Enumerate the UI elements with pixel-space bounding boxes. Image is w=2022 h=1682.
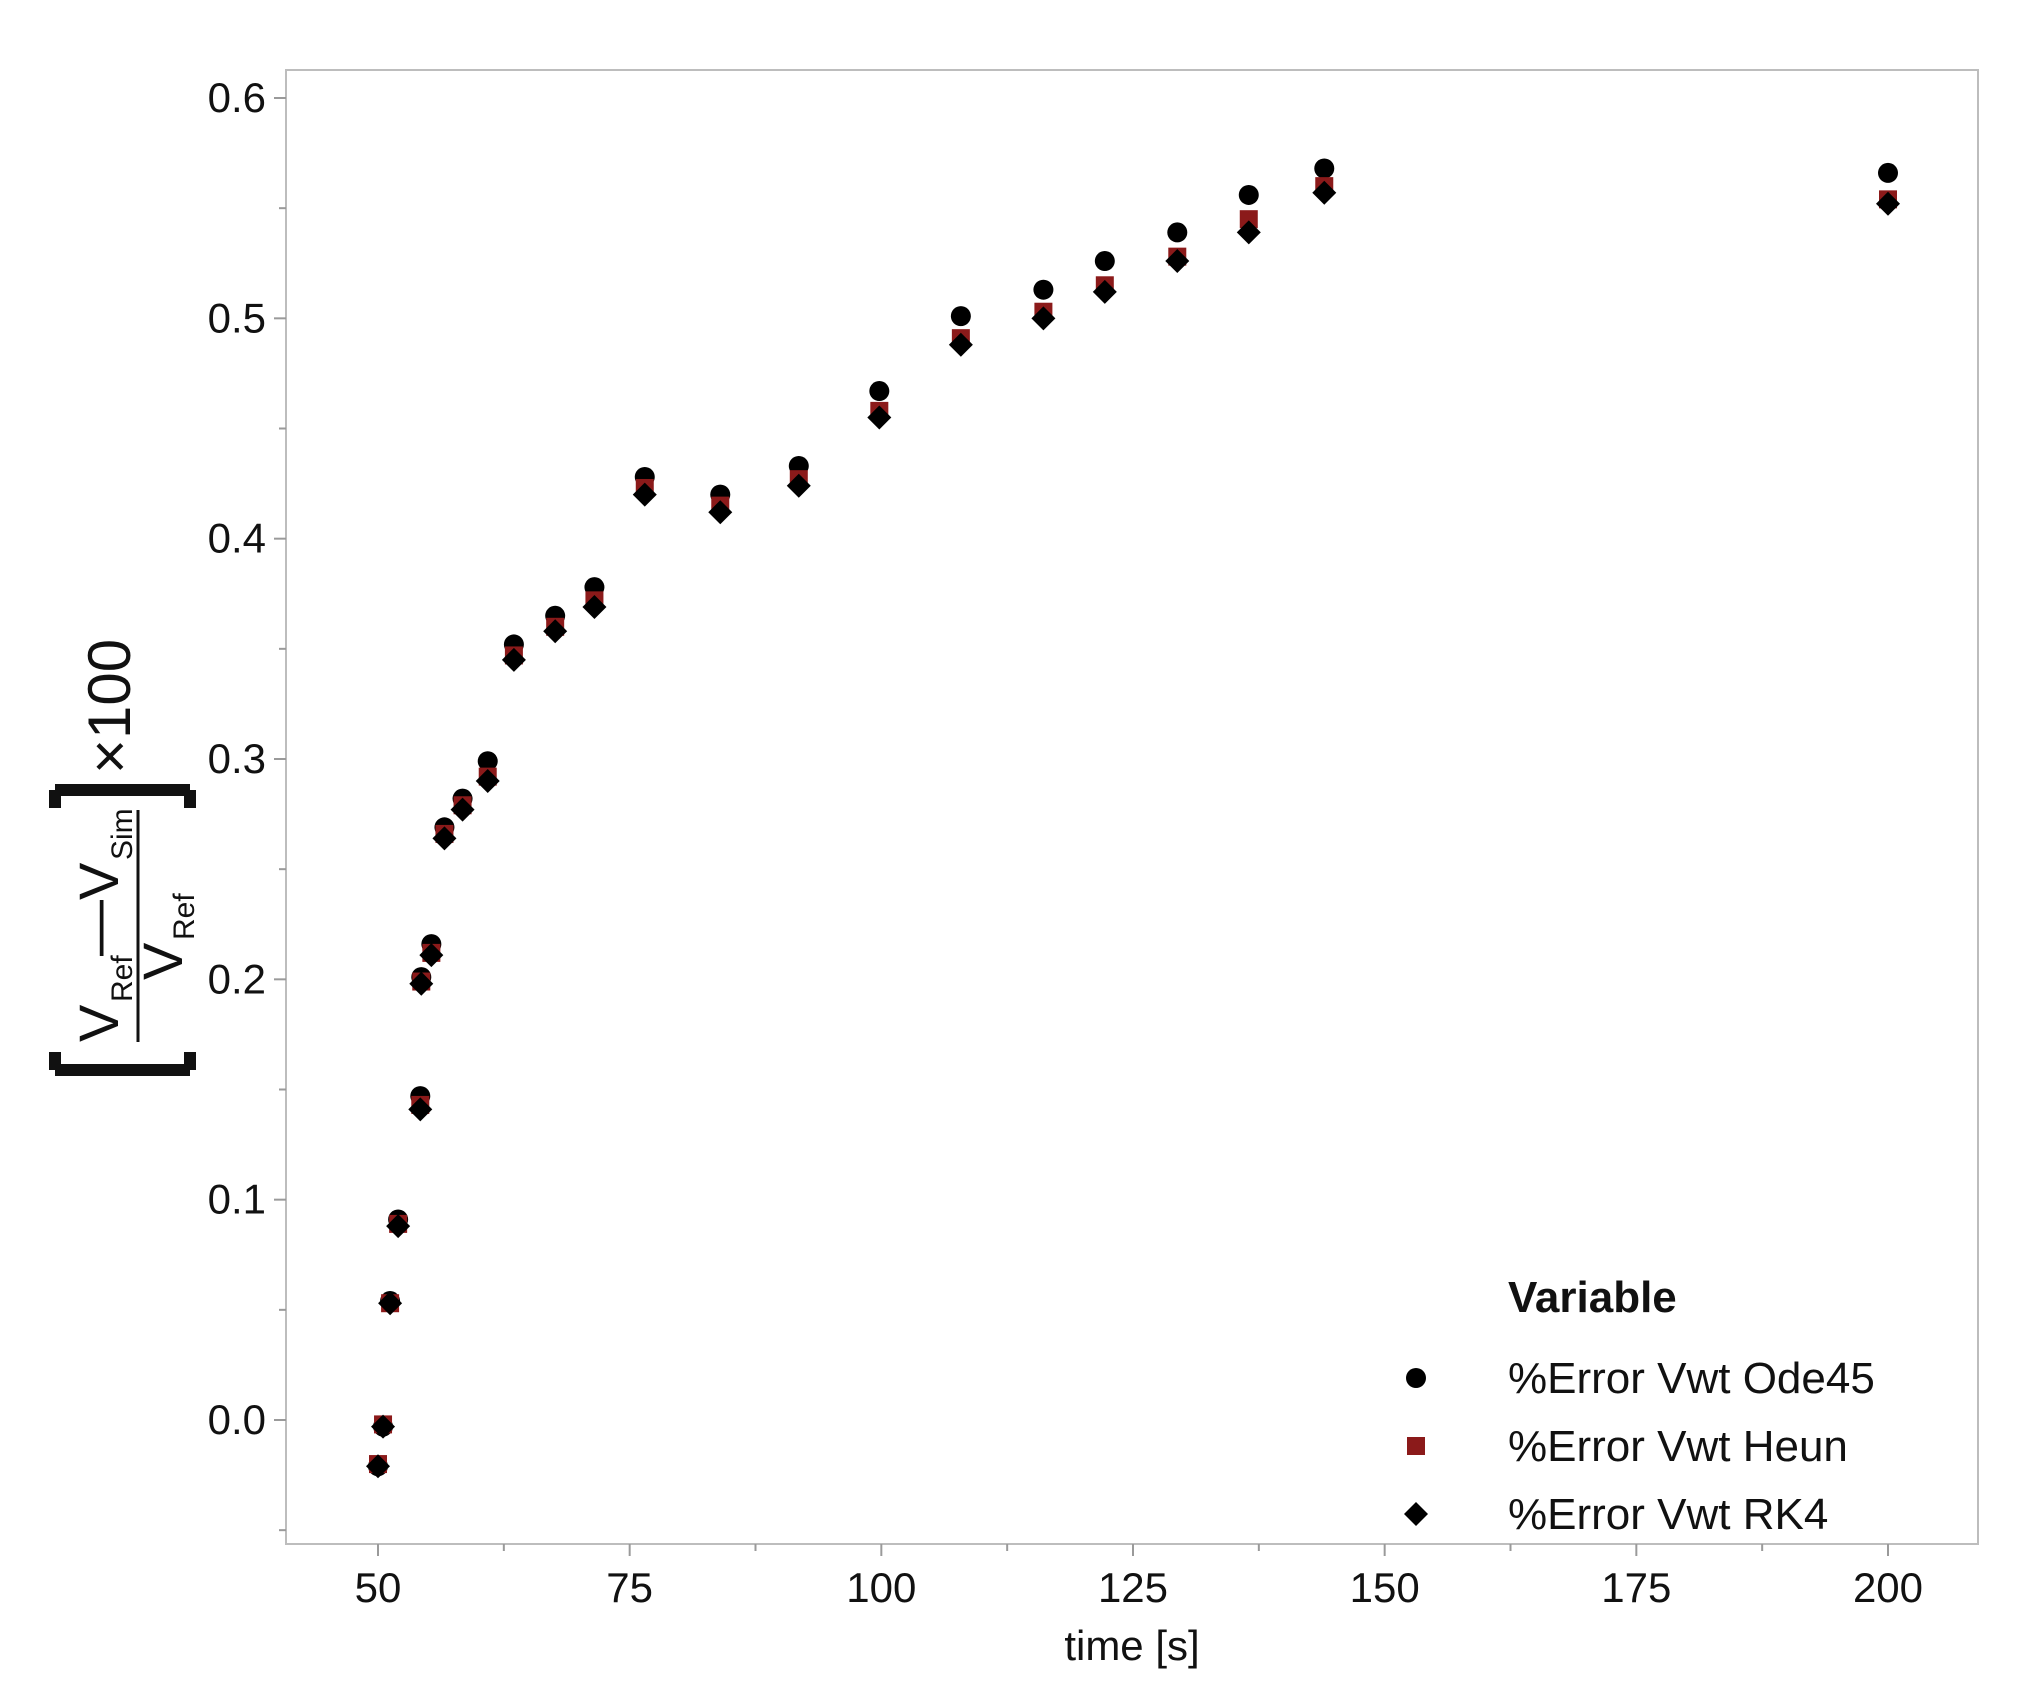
- plot-frame: [285, 69, 1979, 1545]
- x-tick-label: 200: [1853, 1564, 1923, 1611]
- y-tick-label: 0.2: [208, 955, 266, 1002]
- x-tick-label: 150: [1350, 1564, 1420, 1611]
- x-axis-title: time [s]: [1064, 1622, 1199, 1669]
- x-tick-label: 50: [355, 1564, 402, 1611]
- y-title-multiplier: ×100: [76, 639, 143, 774]
- data-point-diamond: [450, 797, 475, 822]
- legend-title: Variable: [1508, 1273, 1677, 1322]
- y-tick-label: 0.1: [208, 1176, 266, 1223]
- x-tick-label: 175: [1601, 1564, 1671, 1611]
- data-point-diamond: [632, 482, 657, 507]
- legend-items: %Error Vwt Ode45 %Error Vwt Heun %Error Vw…: [1404, 1354, 1875, 1539]
- data-point-diamond: [1312, 180, 1337, 205]
- data-point-circle: [477, 751, 498, 772]
- x-tick-label: 100: [846, 1564, 916, 1611]
- y-tick-label: 0.6: [208, 74, 266, 121]
- y-title-denominator-v: V: [131, 942, 194, 980]
- data-point-circle: [950, 306, 971, 327]
- data-point-circle: [1033, 279, 1054, 300]
- y-title-numerator-v2: V: [67, 862, 130, 900]
- y-tick-label: 0.4: [208, 515, 266, 562]
- data-point-diamond: [386, 1214, 411, 1239]
- x-tick-label: 75: [606, 1564, 653, 1611]
- legend-marker-diamond: [1404, 1502, 1428, 1526]
- data-point-diamond: [432, 826, 457, 851]
- y-tick-label: 0.0: [208, 1396, 266, 1443]
- data-point-diamond: [1031, 306, 1056, 331]
- data-point-diamond: [408, 1097, 433, 1122]
- data-point-diamond: [708, 500, 733, 525]
- x-axis: 50 75 100 125 150 175 200: [355, 1544, 1923, 1611]
- series-diamond: [366, 180, 1900, 1479]
- y-title-left-bracket: [49, 1052, 196, 1076]
- data-point-circle: [869, 381, 890, 402]
- y-title-right-bracket: [49, 784, 196, 808]
- x-tick-label: 125: [1098, 1564, 1168, 1611]
- data-point-diamond: [501, 647, 526, 672]
- legend-marker-circle: [1406, 1368, 1426, 1388]
- data-point-diamond: [1165, 249, 1190, 274]
- legend-label: %Error Vwt RK4: [1508, 1490, 1828, 1539]
- data-point-diamond: [371, 1414, 396, 1439]
- data-point-diamond: [948, 332, 973, 357]
- y-axis: 0.0 0.1 0.2 0.3 0.4 0.5 0.6: [208, 74, 286, 1532]
- data-point-diamond: [366, 1454, 390, 1479]
- data-point-diamond: [475, 769, 500, 794]
- data-point-circle: [1167, 222, 1188, 243]
- data-point-diamond: [1092, 279, 1117, 304]
- legend-label: %Error Vwt Heun: [1508, 1422, 1848, 1471]
- data-points: [366, 158, 1900, 1479]
- y-title-numerator-sub1: Ref: [106, 955, 139, 1002]
- y-title-numerator-v1: V: [67, 1004, 130, 1042]
- data-point-diamond: [1876, 191, 1900, 216]
- data-point-diamond: [582, 594, 607, 619]
- data-point-circle: [1094, 251, 1115, 272]
- data-point-diamond: [419, 943, 444, 968]
- y-axis-title: V Ref — V Sim V Ref ×100: [49, 639, 201, 1076]
- legend: Variable %Error Vwt Ode45 %Error Vwt Heun…: [1404, 1273, 1875, 1539]
- data-point-circle: [1878, 162, 1898, 183]
- data-point-diamond: [786, 473, 811, 498]
- legend-marker-square: [1407, 1437, 1425, 1455]
- data-point-circle: [1314, 158, 1335, 179]
- y-title-denominator-sub: Ref: [168, 893, 201, 940]
- data-point-circle: [1238, 184, 1259, 205]
- legend-label: %Error Vwt Ode45: [1508, 1354, 1875, 1403]
- data-point-diamond: [1236, 220, 1261, 245]
- y-title-minus: —: [65, 900, 128, 956]
- y-tick-label: 0.3: [208, 735, 266, 782]
- data-point-diamond: [867, 405, 892, 430]
- y-tick-label: 0.5: [208, 294, 266, 341]
- data-point-square: [1239, 210, 1258, 229]
- y-title-numerator-sub2: Sim: [106, 808, 139, 860]
- data-point-diamond: [409, 971, 434, 996]
- data-point-diamond: [543, 619, 568, 644]
- data-point-diamond: [378, 1291, 403, 1316]
